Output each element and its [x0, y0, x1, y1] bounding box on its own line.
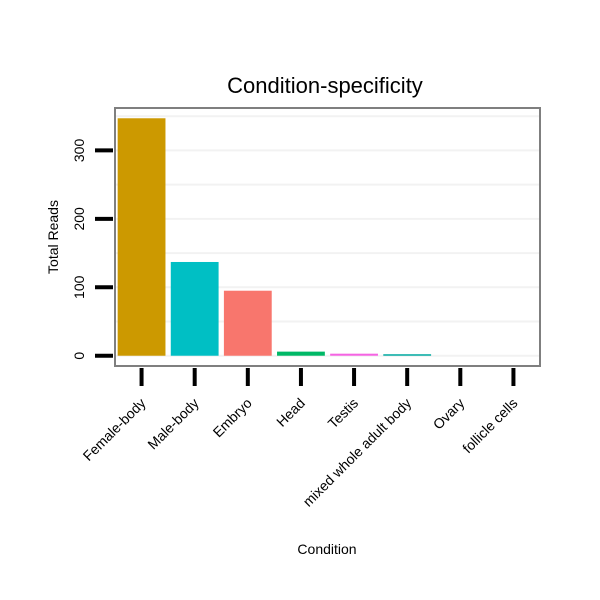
- x-tick-label: Head: [273, 395, 308, 430]
- y-tick-label: 0: [71, 352, 87, 360]
- bar: [170, 261, 219, 356]
- bars: [117, 118, 432, 356]
- x-tick-label: Ovary: [430, 395, 468, 433]
- y-axis: 0 100 200 300: [71, 139, 113, 360]
- bar: [223, 290, 272, 356]
- x-tick-label: Testis: [325, 395, 362, 432]
- bar: [117, 118, 166, 356]
- x-axis-title: Condition: [297, 541, 356, 557]
- y-axis-title: Total Reads: [45, 200, 61, 274]
- y-tick-label: 100: [71, 275, 87, 299]
- bar: [330, 353, 378, 356]
- x-tick-label: Female-body: [80, 395, 149, 464]
- x-tick-label: follicle cells: [459, 395, 520, 456]
- x-tick-label: Embryo: [210, 395, 256, 441]
- bar: [383, 354, 432, 356]
- y-tick-label: 300: [71, 139, 87, 163]
- x-tick-label: Male-body: [144, 395, 202, 453]
- bar: [277, 351, 325, 356]
- y-tick-label: 200: [71, 207, 87, 231]
- chart-title: Condition-specificity: [227, 73, 423, 98]
- x-tick-label: mixed whole adult body: [300, 395, 415, 510]
